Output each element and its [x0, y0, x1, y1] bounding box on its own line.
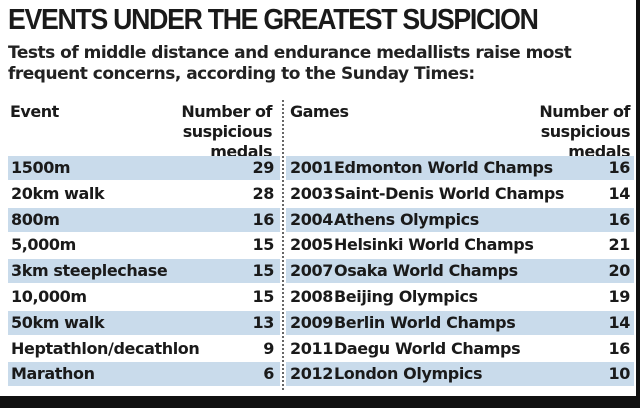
table-row: Heptathlon/decathlon 9 — [8, 337, 280, 361]
table-row: Marathon 6 — [8, 362, 280, 387]
medal-count: 20 — [608, 261, 631, 281]
medal-count: 15 — [252, 235, 275, 255]
table-row: 2003 Saint-Denis World Champs 14 — [286, 182, 634, 206]
games-year: 2004 — [290, 209, 333, 229]
medal-count: 28 — [252, 183, 275, 203]
bottom-bar — [0, 396, 640, 408]
table-row: 2004 Athens Olympics 16 — [286, 207, 634, 232]
games-year: 2005 — [290, 235, 333, 255]
medal-count: 16 — [608, 338, 631, 358]
games-year: 2012 — [290, 364, 333, 384]
table-row: 50km walk 13 — [8, 310, 280, 335]
medal-count: 19 — [608, 287, 631, 306]
games-name: London Olympics — [334, 364, 483, 384]
games-year: 2001 — [290, 158, 333, 177]
event-name: 3km steeplechase — [11, 261, 168, 281]
table-row: 10,000m 15 — [8, 285, 280, 309]
event-name: 1500m — [11, 158, 71, 177]
games-year: 2009 — [290, 312, 333, 332]
games-name: Daegu World Champs — [334, 338, 521, 358]
divider — [282, 100, 284, 390]
medal-count: 10 — [608, 364, 631, 384]
games-year: 2003 — [290, 183, 333, 203]
games-name: Beijing Olympics — [334, 287, 478, 306]
table-row: 1500m 29 — [8, 156, 280, 180]
table-row: 2011 Daegu World Champs 16 — [286, 337, 634, 361]
table-row: 2007 Osaka World Champs 20 — [286, 259, 634, 284]
medal-count: 14 — [608, 183, 631, 203]
column-header: Number of suspicious medals — [539, 102, 630, 161]
medal-count: 6 — [263, 364, 274, 384]
column-header: Games — [290, 102, 349, 121]
column-header: Number of suspicious medals — [181, 102, 272, 161]
table-row: 2012 London Olympics 10 — [286, 362, 634, 387]
table-row: 3km steeplechase 15 — [8, 259, 280, 284]
table-row: 20km walk 28 — [8, 182, 280, 206]
medal-count: 16 — [252, 209, 275, 229]
medal-count: 16 — [608, 158, 631, 177]
medal-count: 16 — [608, 209, 631, 229]
medal-count: 29 — [252, 158, 275, 177]
table-row: 2008 Beijing Olympics 19 — [286, 285, 634, 309]
medal-count: 21 — [608, 235, 631, 255]
event-name: Heptathlon/decathlon — [11, 338, 200, 358]
medal-count: 13 — [252, 312, 275, 332]
event-name: 10,000m — [11, 287, 87, 306]
column-header: Event — [10, 102, 59, 121]
games-name: Athens Olympics — [334, 209, 479, 229]
games-year: 2011 — [290, 338, 333, 358]
table-row: 5,000m 15 — [8, 233, 280, 257]
medal-count: 9 — [263, 338, 274, 358]
event-name: 20km walk — [11, 183, 105, 203]
games-name: Helsinki World Champs — [334, 235, 534, 255]
event-name: 50km walk — [11, 312, 105, 332]
games-name: Berlin World Champs — [334, 312, 516, 332]
side-bar — [636, 0, 640, 408]
games-year: 2007 — [290, 261, 333, 281]
games-name: Osaka World Champs — [334, 261, 518, 281]
event-name: 800m — [11, 209, 60, 229]
medal-count: 15 — [252, 287, 275, 306]
games-name: Edmonton World Champs — [334, 158, 553, 177]
medal-count: 14 — [608, 312, 631, 332]
games-name: Saint-Denis World Champs — [334, 183, 565, 203]
table-row: 2009 Berlin World Champs 14 — [286, 310, 634, 335]
table-row: 800m 16 — [8, 207, 280, 232]
subtitle: Tests of middle distance and endurance m… — [8, 43, 572, 84]
event-name: 5,000m — [11, 235, 76, 255]
table-row: 2005 Helsinki World Champs 21 — [286, 233, 634, 257]
table-row: 2001 Edmonton World Champs 16 — [286, 156, 634, 180]
medal-count: 15 — [252, 261, 275, 281]
title: EVENTS UNDER THE GREATEST SUSPICION — [8, 4, 539, 36]
event-name: Marathon — [11, 364, 95, 384]
games-year: 2008 — [290, 287, 333, 306]
